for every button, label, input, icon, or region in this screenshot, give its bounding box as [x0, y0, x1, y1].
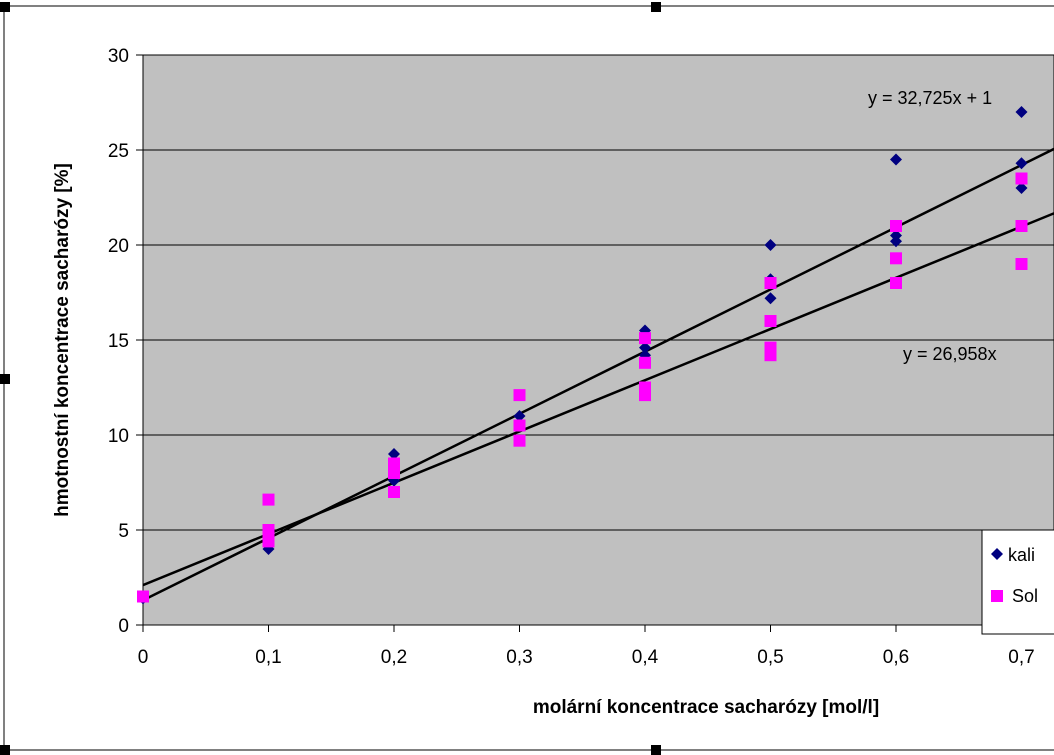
y-tick-label: 25: [108, 141, 129, 162]
resize-handle-middle-left[interactable]: [0, 374, 10, 384]
data-point-square: [513, 434, 526, 447]
trendlines: [143, 147, 1054, 602]
data-point-square: [639, 332, 651, 345]
data-point-square: [513, 389, 526, 402]
data-point-square: [1015, 220, 1028, 232]
y-tick-label: 0: [118, 616, 129, 637]
y-axis: 0 5 10 15 20 25 30: [108, 46, 144, 637]
data-point-square: [890, 252, 902, 265]
trendline-equation-sol: y = 26,958x: [903, 344, 997, 364]
x-tick-label: 0,2: [381, 647, 407, 668]
data-point-square: [137, 590, 149, 603]
data-point-diamond: [1015, 182, 1028, 194]
y-tick-label: 5: [118, 521, 129, 542]
legend-marker-sol: [991, 590, 1003, 602]
x-tick-label: 0: [138, 647, 149, 668]
x-tick-label: 0,1: [255, 647, 281, 668]
data-point-square: [262, 524, 275, 536]
trendline: [143, 147, 1054, 602]
legend-label-sol: Sol: [1012, 586, 1038, 606]
resize-handle-top-left[interactable]: [0, 2, 10, 12]
resize-handle-bottom-middle[interactable]: [651, 745, 661, 755]
data-point-square: [513, 419, 526, 432]
data-point-diamond: [764, 292, 777, 305]
x-tick-label: 0,3: [506, 647, 532, 668]
data-point-diamond: [764, 239, 777, 251]
data-point-square: [764, 341, 777, 354]
y-axis-title: hmotnostní koncentrace sacharózy [%]: [52, 163, 73, 517]
data-point-square: [388, 486, 400, 498]
data-point-diamond: [388, 448, 400, 460]
data-point-square: [764, 277, 777, 289]
legend-label-kali: kali: [1008, 545, 1035, 565]
data-point-square: [764, 315, 777, 327]
resize-handle-top-middle[interactable]: [651, 2, 661, 12]
y-tick-label: 15: [108, 331, 129, 352]
data-point-square: [890, 277, 902, 289]
legend: kali Sol: [981, 529, 1054, 635]
resize-handle-bottom-left[interactable]: [0, 745, 10, 755]
legend-marker-kali: [991, 548, 1003, 560]
data-point-diamond: [1015, 106, 1028, 118]
x-axis: 0 0,1 0,2 0,3 0,4 0,5 0,6 0,7: [138, 624, 1054, 668]
data-point-diamond: [639, 341, 651, 354]
legend-box: [981, 529, 1054, 635]
data-point-diamond: [890, 229, 902, 242]
data-point-diamond: [1015, 157, 1028, 170]
y-tick-label: 30: [108, 46, 129, 67]
data-points: [137, 106, 1028, 605]
x-tick-label: 0,5: [757, 647, 783, 668]
x-tick-label: 0,6: [883, 647, 909, 668]
data-point-square: [262, 535, 275, 548]
data-point-square: [639, 381, 651, 394]
data-point-diamond: [513, 410, 526, 422]
x-tick-label: 0,4: [632, 647, 659, 668]
data-point-square: [262, 493, 275, 506]
trendline: [143, 211, 1054, 587]
x-axis-title: molární koncentrace sacharózy [mol/l]: [533, 697, 879, 718]
data-point-square: [1015, 172, 1028, 185]
y-tick-label: 20: [108, 236, 129, 257]
data-point-square: [890, 220, 902, 232]
data-point-square: [388, 467, 400, 479]
data-point-diamond: [890, 153, 902, 166]
data-point-square: [639, 356, 651, 369]
data-point-square: [388, 457, 400, 470]
gridlines: [143, 149, 1054, 531]
y-tick-label: 10: [108, 426, 129, 447]
trendline-equation-kali: y = 32,725x + 1: [868, 88, 992, 108]
x-tick-label: 0,7: [1008, 647, 1034, 668]
data-point-square: [1015, 258, 1028, 270]
